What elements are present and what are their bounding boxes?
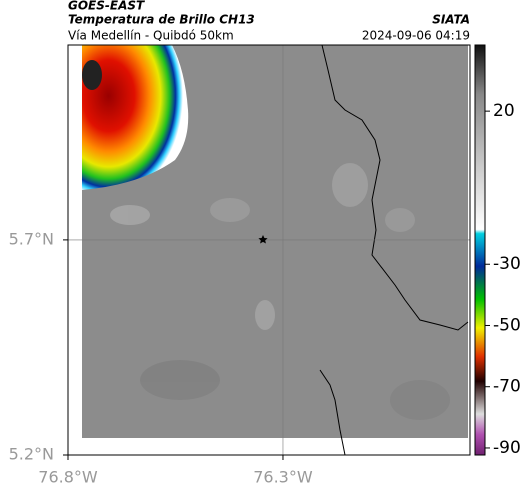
satellite: GOES-EAST: [68, 0, 145, 13]
lon-tick-label: 76.3°W: [253, 468, 313, 487]
colorbar-tick-label: 20: [493, 101, 515, 121]
texture: [110, 163, 450, 420]
colorbar-tick-label: -50: [493, 315, 521, 335]
storm-cell: [82, 45, 189, 190]
title: Temperatura de Brillo CH13: [68, 13, 255, 27]
colorbar-tick-label: -30: [493, 254, 521, 274]
lat-tick-label: 5.2°N: [9, 445, 54, 464]
border: [319, 44, 469, 456]
colorbar: [474, 44, 486, 456]
source: SIATA: [432, 13, 470, 27]
lon-tick-label: 76.8°W: [38, 468, 98, 487]
datetime: 2024-09-06 04:19: [362, 29, 470, 43]
cold-core: [82, 60, 102, 90]
subtitle: Vía Medellín - Quibdó 50km: [68, 29, 234, 43]
map-frame: [67, 44, 471, 456]
lat-tick-label: 5.7°N: [9, 229, 54, 248]
colorbar-tick-label: -70: [493, 377, 521, 397]
station-marker: [258, 235, 268, 244]
colorbar-tick-label: -90: [493, 438, 521, 458]
axis-labels: 5.7°N 5.2°N 76.8°W 76.3°W 20 -30 -50 -70 -90: [9, 101, 521, 486]
